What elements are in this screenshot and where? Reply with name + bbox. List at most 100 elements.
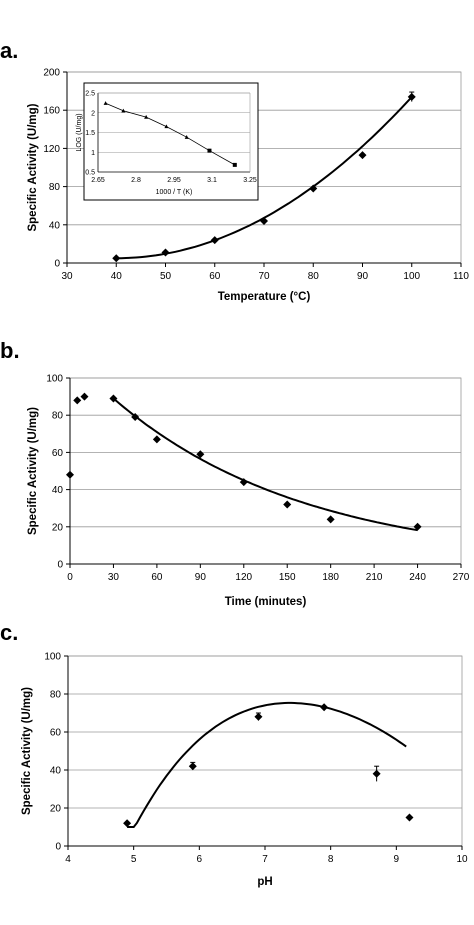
data-point: [407, 92, 416, 101]
inset-point-square: [207, 148, 212, 153]
panel-label: b.: [0, 338, 20, 363]
y-axis-label: Specific Activity (U/mg): [27, 103, 39, 231]
inset-point-triangle: [184, 135, 189, 139]
x-tick-label: 50: [160, 271, 172, 282]
x-axis-label: pH: [257, 876, 272, 888]
inset-point-square: [232, 162, 237, 167]
y-tick-label: 60: [50, 728, 62, 739]
x-tick-label: 240: [409, 572, 426, 583]
y-tick-label: 0: [57, 560, 63, 571]
x-tick-label: 150: [279, 572, 296, 583]
y-tick-label: 20: [50, 804, 62, 815]
inset-point-triangle: [103, 101, 108, 105]
data-point: [112, 254, 121, 263]
inset-y-axis-label: LOG (U/mg): [76, 113, 83, 151]
x-tick-label: 30: [61, 271, 73, 282]
data-point: [196, 450, 205, 459]
x-axis-label: Temperature (°C): [218, 291, 311, 303]
x-tick-label: 6: [197, 854, 203, 865]
chart-panel-1: a. 0 40 80 120 160 200 30 40 50 60 70 80 90 100 110 Temp…: [0, 38, 469, 303]
data-point: [109, 394, 118, 403]
inset-x-tick-label: 2.8: [131, 177, 141, 184]
x-tick-label: 90: [357, 271, 369, 282]
data-point: [73, 396, 82, 405]
chart-panel-2: b. 0 20 40 60 80 100 0 30 60 90 120 150 180 210 240 270 T…: [0, 338, 470, 608]
data-point: [326, 515, 335, 524]
data-point: [405, 813, 414, 822]
data-point: [260, 216, 268, 225]
x-tick-label: 60: [209, 271, 221, 282]
inset-chart: 0.5 1 1.5 2 2.5 2.65 2.8 2.95 3.1 3.25 1000 / T (K…: [76, 82, 259, 201]
chart-panel-3: c. 0 20 40 60 80 100 4 5 6 7 8 9 10 pH Specific Activit…: [0, 620, 468, 888]
inset-point-triangle: [121, 108, 126, 113]
inset-x-tick-label: 3.1: [207, 177, 217, 184]
inset-x-axis-label: 1000 / T (K): [156, 189, 193, 196]
inset-y-tick-label: 2: [91, 110, 95, 117]
x-tick-label: 9: [394, 854, 400, 865]
y-tick-label: 100: [44, 652, 61, 663]
inset-y-tick-label: 0.5: [85, 170, 95, 177]
x-tick-label: 30: [108, 572, 120, 583]
x-tick-label: 10: [456, 854, 468, 865]
y-axis-label: Specific Activity (U/mg): [21, 687, 33, 815]
x-axis-label: Time (minutes): [225, 596, 307, 608]
x-tick-label: 180: [322, 572, 339, 583]
x-tick-label: 120: [235, 572, 252, 583]
data-point: [309, 184, 318, 193]
data-point: [283, 500, 292, 509]
data-point: [80, 392, 89, 401]
data-point: [358, 151, 367, 160]
data-point: [239, 478, 248, 487]
x-tick-label: 270: [453, 572, 470, 583]
inset-x-tick-label: 2.65: [91, 177, 105, 184]
x-tick-label: 90: [195, 572, 207, 583]
y-tick-label: 160: [43, 106, 60, 117]
y-tick-label: 80: [52, 411, 64, 422]
inset-frame: [83, 82, 259, 201]
inset-point-triangle: [164, 124, 169, 129]
y-tick-label: 40: [49, 220, 61, 231]
x-tick-label: 8: [328, 854, 334, 865]
x-tick-label: 100: [403, 271, 420, 282]
data-point: [372, 769, 381, 778]
panel-label: c.: [0, 620, 18, 645]
panel-label: a.: [0, 38, 18, 63]
x-tick-label: 0: [67, 572, 73, 583]
inset-x-tick-label: 2.95: [167, 177, 181, 184]
data-point: [161, 248, 170, 257]
y-tick-label: 100: [46, 374, 63, 385]
y-tick-label: 60: [52, 448, 64, 459]
x-tick-label: 40: [111, 271, 123, 282]
x-tick-label: 70: [258, 271, 270, 282]
data-point: [152, 435, 161, 444]
plot-frame: [67, 655, 463, 847]
x-tick-label: 210: [366, 572, 383, 583]
y-tick-label: 40: [50, 766, 62, 777]
inset-x-tick-label: 3.25: [243, 177, 257, 184]
data-point: [131, 413, 140, 422]
inset-y-tick-label: 1.5: [85, 130, 95, 137]
x-tick-label: 4: [65, 854, 71, 865]
y-tick-label: 80: [49, 182, 61, 193]
inset-y-tick-label: 2.5: [85, 91, 95, 98]
x-tick-label: 60: [151, 572, 163, 583]
x-tick-label: 7: [262, 854, 268, 865]
y-tick-label: 120: [43, 144, 60, 155]
data-point: [66, 470, 74, 479]
y-axis-label: Specific Activity (U/mg): [27, 407, 39, 535]
data-point: [188, 762, 197, 771]
trend-curve: [112, 397, 418, 532]
data-point: [210, 236, 219, 245]
data-point: [413, 522, 422, 531]
trend-curve: [127, 701, 407, 828]
data-point: [254, 712, 263, 721]
x-tick-label: 110: [453, 271, 469, 282]
x-tick-label: 5: [131, 854, 137, 865]
x-tick-label: 80: [308, 271, 320, 282]
y-tick-label: 80: [50, 690, 62, 701]
y-tick-label: 0: [54, 259, 60, 270]
data-point: [320, 703, 329, 712]
y-tick-label: 40: [52, 485, 64, 496]
y-tick-label: 200: [43, 68, 60, 79]
